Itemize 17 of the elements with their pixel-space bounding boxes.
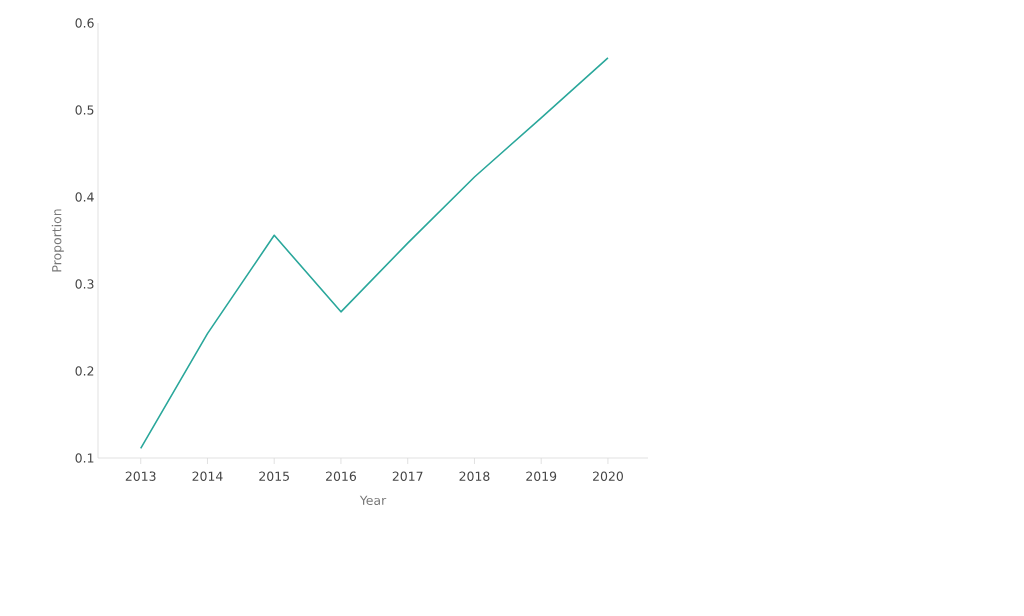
y-tick-label: 0.4: [75, 192, 94, 202]
x-tick-label: 2014: [192, 471, 223, 481]
y-tick-label: 0.6: [75, 18, 94, 28]
x-tick-label: 2020: [593, 471, 623, 481]
y-tick-label: 0.5: [75, 105, 94, 115]
x-tick-label: 2017: [392, 471, 423, 481]
x-tick-label: 2018: [459, 471, 490, 481]
x-tick-label: 2019: [526, 471, 557, 481]
line-series: [139, 56, 609, 450]
y-tick-label: 0.2: [75, 366, 94, 376]
x-axis-title: Year: [359, 495, 387, 506]
x-tick-label: 2016: [326, 471, 357, 481]
y-axis-title: Proportion: [51, 209, 64, 272]
x-tick-label: 2015: [259, 471, 289, 481]
y-tick-label: 0.1: [75, 453, 94, 463]
x-tick-label: 2013: [125, 471, 156, 481]
y-tick-label: 0.3: [75, 279, 94, 289]
